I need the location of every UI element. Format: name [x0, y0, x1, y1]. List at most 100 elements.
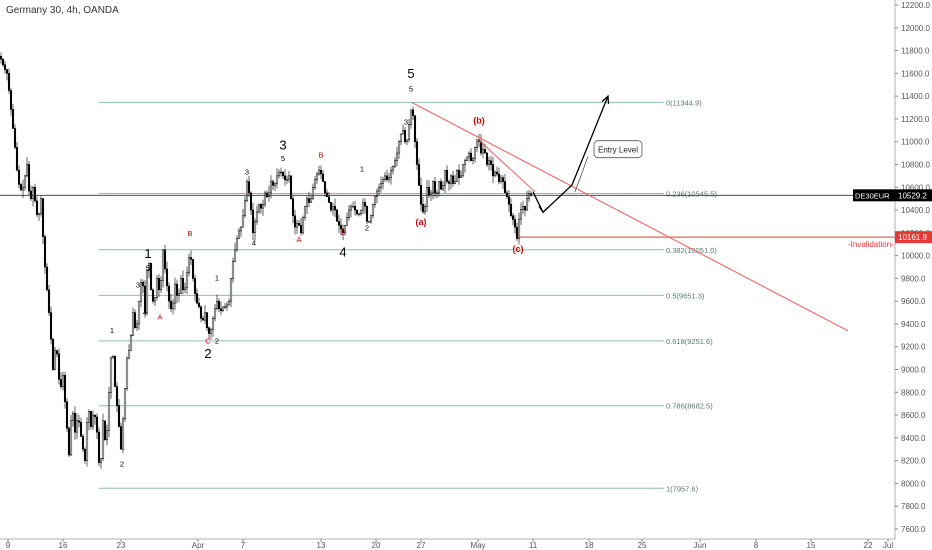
price-tick-label: 10000.0: [901, 252, 930, 261]
candle-body: [35, 200, 39, 215]
entry-callout-pointer: [574, 156, 589, 192]
time-tick-label: 16: [59, 541, 68, 550]
candle-body: [303, 205, 307, 218]
candle-body: [9, 90, 13, 110]
candle-body: [61, 374, 65, 387]
candle-body: [49, 312, 53, 340]
candle-body: [223, 306, 227, 308]
candle-body: [83, 449, 87, 461]
candle-body: [79, 421, 83, 437]
candle-body: [313, 179, 317, 188]
candle-body: [65, 401, 69, 429]
candle-body: [319, 169, 323, 175]
candle-body: [21, 187, 25, 191]
candle-body: [215, 300, 219, 310]
candle-body: [249, 192, 253, 211]
price-tick-label: 7800.0: [901, 502, 926, 511]
candle-body: [39, 198, 43, 215]
candle-body: [305, 198, 309, 207]
time-tick-label: 13: [317, 541, 326, 550]
candle-body: [251, 209, 255, 234]
candle-body: [345, 217, 349, 226]
candle-body: [111, 355, 115, 359]
candle-body: [311, 187, 315, 199]
candle-body: [11, 109, 15, 129]
candle-body: [137, 300, 141, 325]
candle-body: [1, 58, 5, 66]
candle-body: [505, 192, 509, 198]
candle-body: [113, 355, 117, 387]
time-tick-label: 15: [807, 541, 816, 550]
candle-body: [449, 175, 453, 184]
dip-arrowhead: [538, 205, 549, 214]
candle-body: [227, 300, 231, 306]
candle-body: [365, 205, 369, 222]
candle-body: [361, 202, 365, 211]
candle-body: [75, 420, 79, 433]
candle-body: [193, 278, 197, 294]
candle-body: [325, 192, 329, 198]
candle-body: [231, 261, 235, 279]
candle-body: [419, 185, 423, 205]
candle-body: [5, 69, 9, 74]
candle-body: [131, 312, 135, 336]
price-tick-label: 10600.0: [901, 183, 930, 192]
price-tick-label: 8600.0: [901, 411, 926, 420]
candle-body: [339, 224, 343, 230]
candle-body: [293, 215, 297, 228]
price-tick-label: 9600.0: [901, 297, 926, 306]
candle-body: [441, 185, 445, 190]
candle-body: [425, 187, 429, 207]
candle-body: [71, 412, 75, 422]
candle-body: [107, 392, 111, 431]
candle-body: [133, 312, 137, 329]
candle-body: [487, 160, 491, 165]
candle-body: [517, 218, 521, 239]
candle-body: [157, 278, 161, 291]
candle-body: [115, 386, 119, 406]
candle-body: [409, 109, 413, 125]
candle-body: [243, 200, 247, 216]
candle-body: [159, 280, 163, 291]
candle-body: [221, 306, 225, 311]
candle-body: [405, 139, 409, 142]
price-tick-label: 11200.0: [901, 115, 930, 124]
invalidation-price-tag: [895, 231, 932, 244]
candle-body: [401, 130, 405, 135]
candle-body: [463, 160, 467, 165]
entry-level-text: Entry Level: [598, 146, 638, 155]
candle-body: [279, 171, 283, 174]
candle-body: [105, 430, 109, 441]
candle-body: [241, 215, 245, 228]
candle-body: [367, 221, 371, 223]
wave-label: 1: [144, 246, 151, 261]
time-axis[interactable]: 9 16 23 Apr 7 13 20 27 May 11 18 25 Jun 8 15 22 Jul: [0, 538, 895, 550]
wave-label: (b): [473, 115, 485, 125]
candle-body: [41, 198, 45, 237]
candle-body: [143, 285, 147, 313]
wave-label: 1: [110, 326, 114, 335]
price-tick-label: 10400.0: [901, 206, 930, 215]
candle-body: [233, 249, 237, 262]
candle-body: [391, 166, 395, 171]
wave-label: 2: [204, 346, 211, 361]
candle-body: [483, 149, 487, 154]
candle-body: [321, 173, 325, 182]
time-tick-label: 25: [638, 541, 647, 550]
candle-body: [109, 357, 113, 393]
candle-body: [43, 236, 47, 268]
time-tick-label: 20: [372, 541, 381, 550]
current-symbol-text: DE30EUR: [855, 191, 890, 200]
candle-body: [195, 293, 199, 304]
time-tick-label: Apr: [192, 541, 205, 550]
candle-body: [0, 56, 3, 60]
candle-body: [185, 272, 189, 289]
candle-body: [395, 152, 399, 161]
wave-label: 5: [146, 263, 150, 272]
candle-body: [173, 283, 177, 304]
candle-body: [265, 192, 269, 198]
projection-path: [532, 95, 609, 214]
price-axis[interactable]: 7600.0 7800.0 8000.0 8200.0 8400.0 8600.0 8800…: [853, 0, 932, 539]
